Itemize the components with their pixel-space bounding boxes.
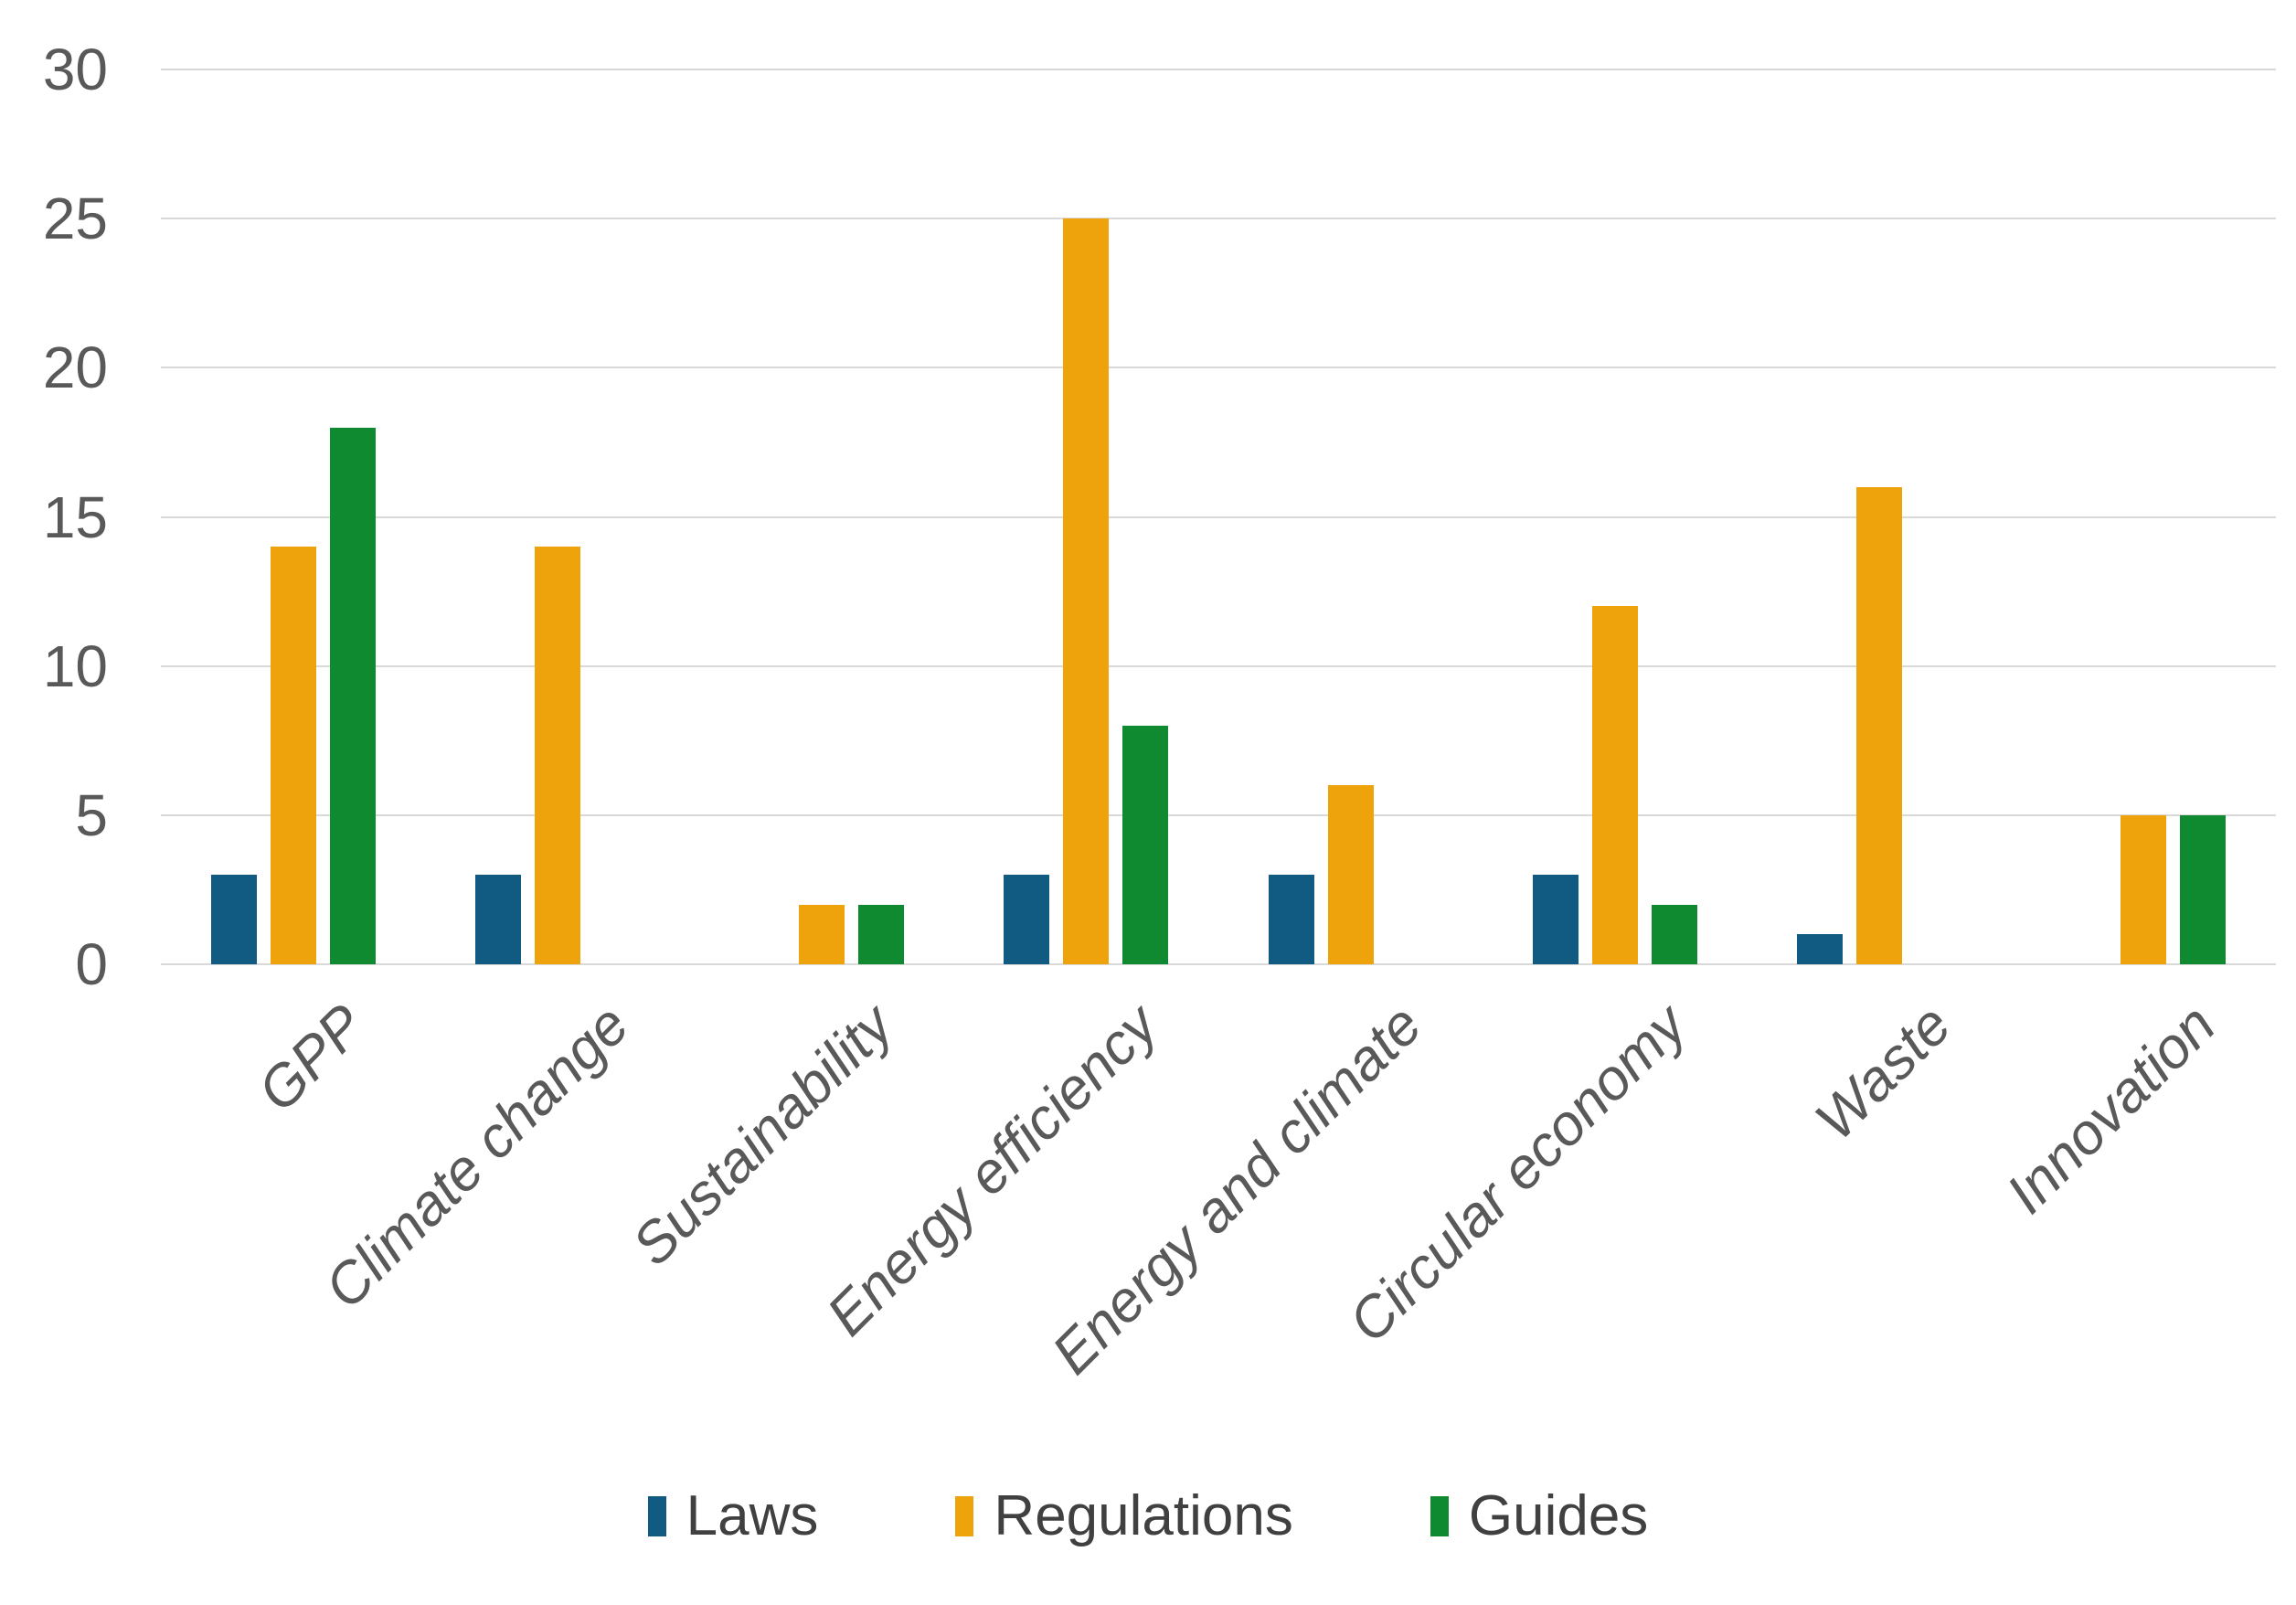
legend: Laws Regulations Guides bbox=[0, 1488, 2296, 1545]
bar-regulations-climate-change bbox=[534, 547, 580, 964]
bar-group-climate-change bbox=[474, 0, 640, 964]
x-tick-label-waste: Waste bbox=[1802, 993, 1963, 1153]
bar-regulations-gpp bbox=[270, 547, 316, 964]
bar-laws-gpp bbox=[210, 875, 257, 964]
y-tick-label-15: 15 bbox=[42, 484, 108, 550]
bar-regulations-innovation bbox=[2121, 815, 2167, 964]
bar-guides-circular-economy bbox=[1651, 905, 1697, 964]
bar-guides-gpp bbox=[329, 428, 376, 964]
bar-regulations-sustainability bbox=[799, 905, 845, 964]
bar-laws-circular-economy bbox=[1532, 875, 1578, 964]
legend-item-regulations: Regulations bbox=[955, 1484, 1293, 1547]
gridline-y-10 bbox=[161, 664, 2276, 667]
legend-item-laws: Laws bbox=[647, 1484, 819, 1547]
bar-laws-waste bbox=[1797, 934, 1844, 964]
y-tick-label-30: 30 bbox=[42, 37, 108, 102]
y-tick-label-10: 10 bbox=[42, 632, 108, 699]
bar-regulations-circular-economy bbox=[1591, 606, 1638, 964]
gridline-y-20 bbox=[161, 367, 2276, 369]
bar-group-energy-efficiency bbox=[1004, 0, 1169, 964]
legend-item-guides: Guides bbox=[1430, 1488, 1648, 1545]
bar-guides-energy-efficiency bbox=[1122, 726, 1169, 964]
bar-group-gpp bbox=[210, 0, 376, 964]
y-tick-label-25: 25 bbox=[42, 186, 108, 252]
regulations-series-marker-icon bbox=[955, 1496, 974, 1536]
bar-group-circular-economy bbox=[1532, 0, 1697, 964]
bar-group-innovation bbox=[2061, 0, 2227, 964]
gridline-y-25 bbox=[161, 218, 2276, 220]
bar-laws-energy-efficiency bbox=[1004, 875, 1050, 964]
y-tick-label-5: 5 bbox=[75, 781, 108, 848]
legend-label-laws: Laws bbox=[686, 1484, 819, 1547]
guides-series-marker-icon bbox=[1430, 1496, 1449, 1536]
y-tick-label-20: 20 bbox=[42, 335, 108, 401]
x-tick-label-innovation: Innovation bbox=[1993, 993, 2227, 1227]
x-tick-label-sustainability: Sustainability bbox=[620, 993, 906, 1278]
bar-regulations-energy-and-climate bbox=[1327, 785, 1374, 964]
bar-group-waste bbox=[1797, 0, 1961, 964]
laws-series-marker-icon bbox=[647, 1496, 666, 1536]
gridline-y-5 bbox=[161, 813, 2276, 816]
y-tick-label-0: 0 bbox=[75, 931, 108, 997]
gridline-y-30 bbox=[161, 69, 2276, 70]
bar-laws-climate-change bbox=[474, 875, 521, 964]
gridline-y-15 bbox=[161, 516, 2276, 518]
gridline-y-0 bbox=[161, 963, 2276, 965]
legend-label-guides: Guides bbox=[1468, 1484, 1649, 1547]
bar-guides-innovation bbox=[2180, 815, 2227, 964]
bar-guides-sustainability bbox=[858, 905, 905, 964]
legend-label-regulations: Regulations bbox=[994, 1484, 1293, 1547]
bar-regulations-waste bbox=[1856, 487, 1903, 964]
x-tick-label-gpp: GPP bbox=[245, 993, 377, 1124]
bar-laws-energy-and-climate bbox=[1268, 875, 1314, 964]
bar-group-energy-and-climate bbox=[1268, 0, 1433, 964]
bar-group-sustainability bbox=[739, 0, 905, 964]
bar-regulations-energy-efficiency bbox=[1063, 218, 1110, 964]
